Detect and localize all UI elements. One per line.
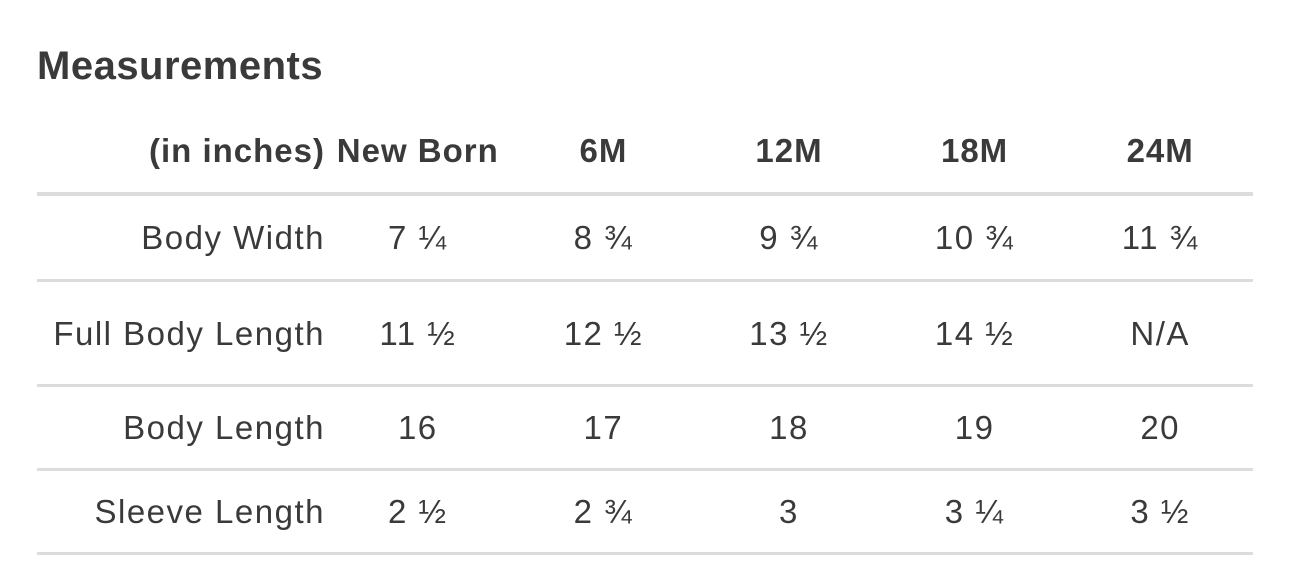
table-row-full-body-length: Full Body Length 11 ½ 12 ½ 13 ½ 14 ½ N/A [37, 280, 1253, 387]
table-cell: 10 ¾ [881, 194, 1068, 282]
table-cell: 2 ½ [325, 469, 511, 555]
column-header-18m: 18M [881, 110, 1068, 196]
column-header-6m: 6M [510, 110, 697, 196]
row-label: Body Width [37, 194, 325, 282]
row-label: Body Length [37, 385, 325, 471]
table-cell: 3 ¼ [881, 469, 1068, 555]
table-cell: 16 [325, 385, 511, 471]
table-header-row: (in inches) New Born 6M 12M 18M 24M [37, 110, 1253, 196]
table-cell: 13 ½ [696, 280, 882, 387]
table-cell: 7 ¼ [325, 194, 511, 282]
table-cell: 17 [510, 385, 697, 471]
table-row-sleeve-length: Sleeve Length 2 ½ 2 ¾ 3 3 ¼ 3 ½ [37, 469, 1253, 555]
table-cell: 8 ¾ [510, 194, 697, 282]
page-title: Measurements [37, 44, 324, 88]
column-header-12m: 12M [696, 110, 882, 196]
table-cell: 11 ¾ [1067, 194, 1253, 282]
table-cell: 3 ½ [1067, 469, 1253, 555]
measurements-table: (in inches) New Born 6M 12M 18M 24M Body… [37, 110, 1253, 555]
table-cell: 20 [1067, 385, 1253, 471]
table-cell: 3 [696, 469, 882, 555]
row-label: Full Body Length [37, 280, 325, 387]
table-cell: 19 [881, 385, 1068, 471]
table-cell: N/A [1067, 280, 1253, 387]
table-row-body-width: Body Width 7 ¼ 8 ¾ 9 ¾ 10 ¾ 11 ¾ [37, 194, 1253, 282]
table-cell: 2 ¾ [510, 469, 697, 555]
table-cell: 18 [696, 385, 882, 471]
table-cell: 14 ½ [881, 280, 1068, 387]
column-header-new-born: New Born [325, 110, 511, 196]
table-cell: 9 ¾ [696, 194, 882, 282]
units-header: (in inches) [37, 110, 325, 196]
row-label: Sleeve Length [37, 469, 325, 555]
table-row-body-length: Body Length 16 17 18 19 20 [37, 385, 1253, 471]
column-header-24m: 24M [1067, 110, 1253, 196]
table-cell: 12 ½ [510, 280, 697, 387]
table-cell: 11 ½ [325, 280, 511, 387]
